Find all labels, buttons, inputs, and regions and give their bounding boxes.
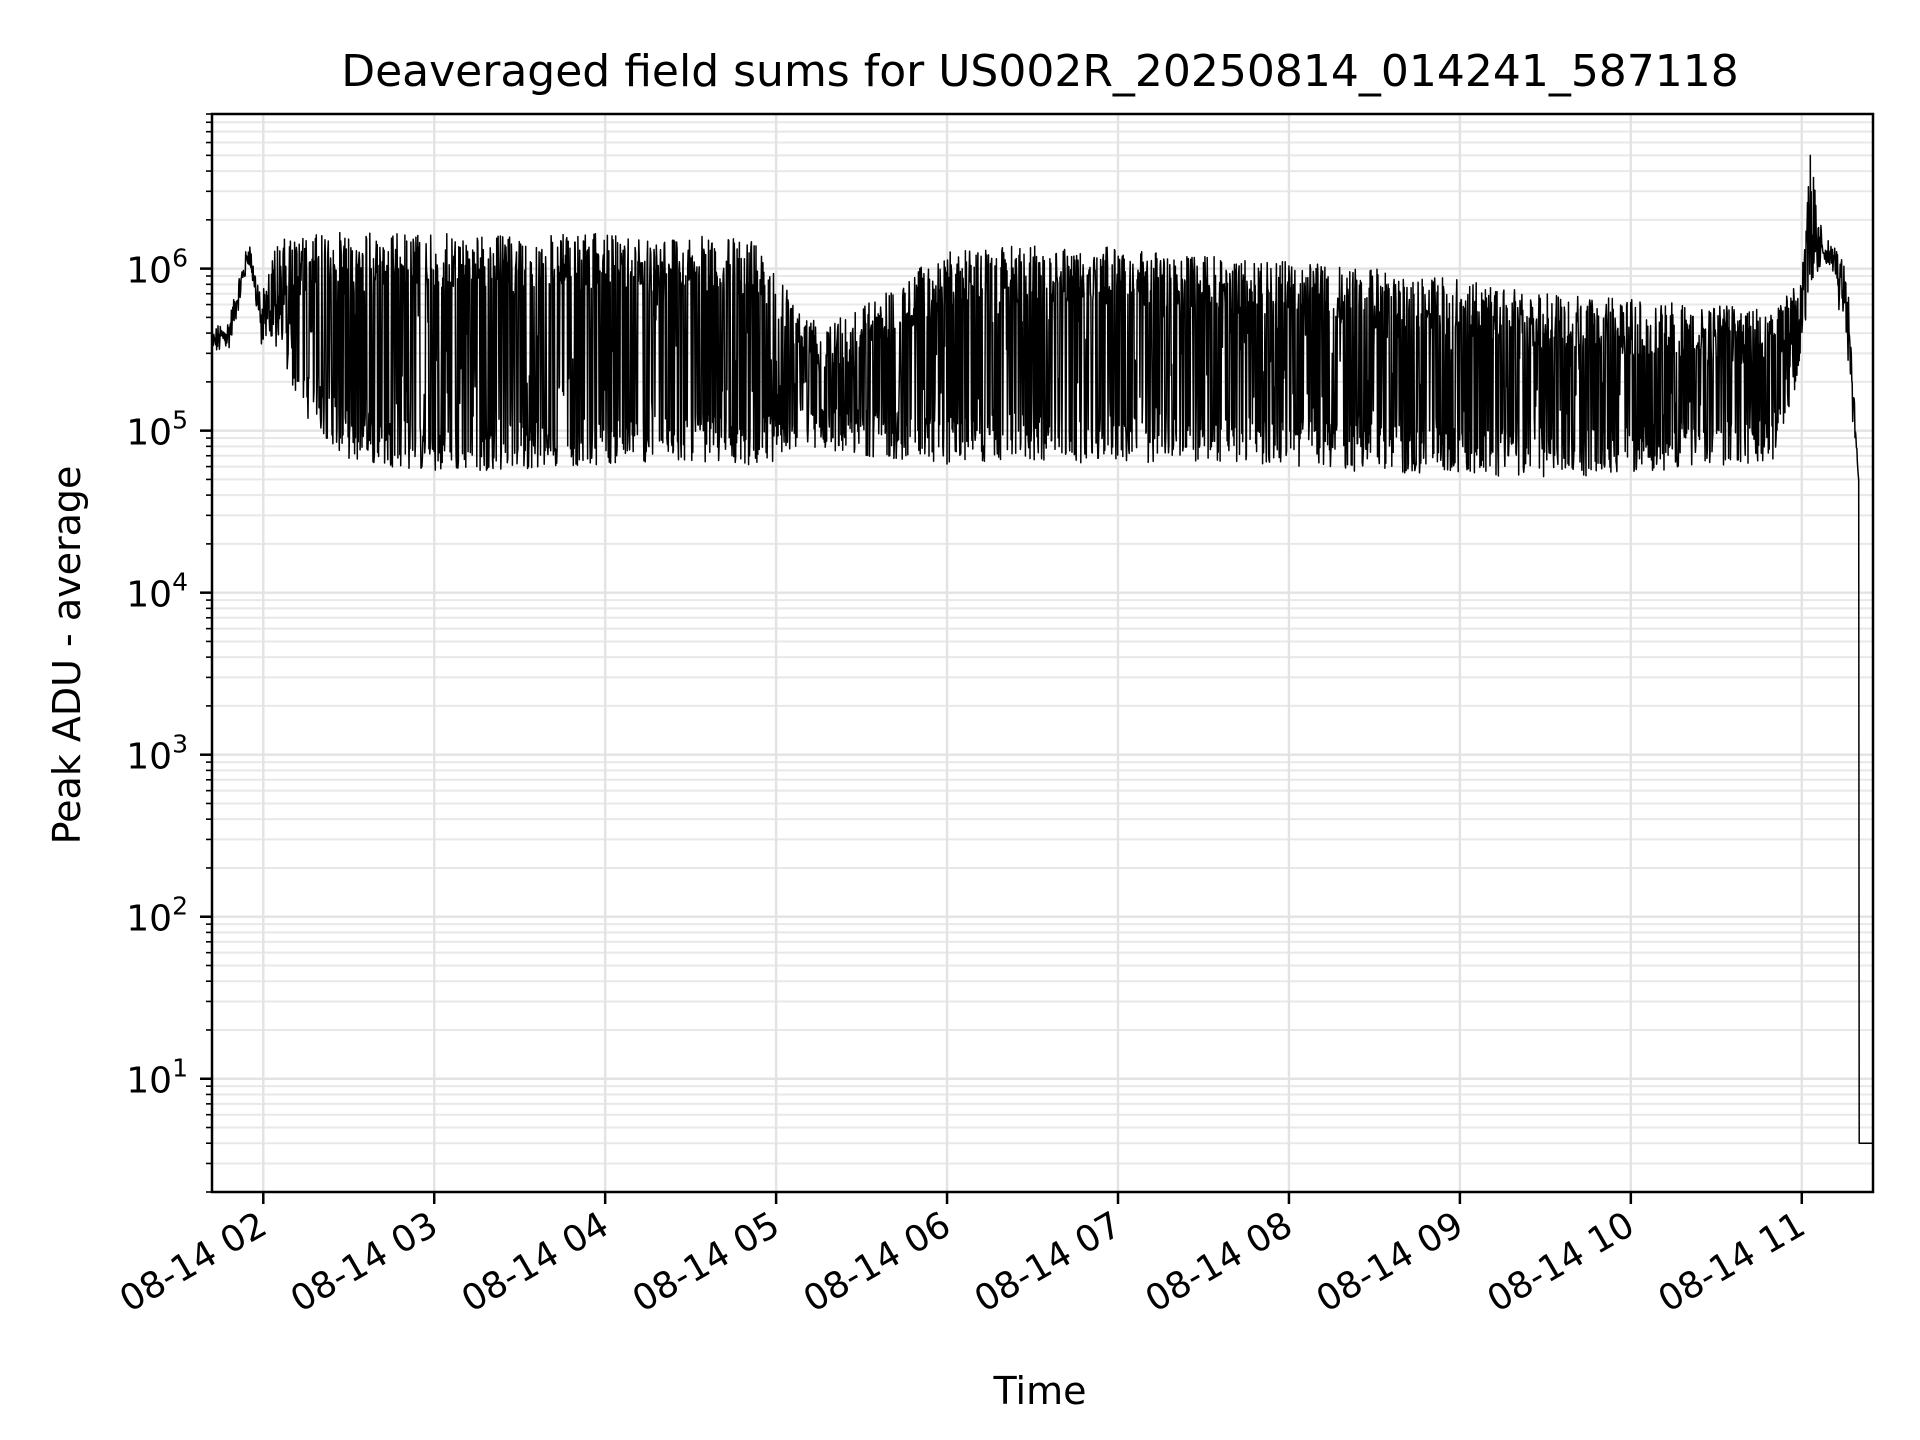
y-tick-base: 10 (126, 1061, 172, 1102)
y-tick-label: 102 (126, 892, 188, 940)
y-tick-base: 10 (126, 899, 172, 940)
y-tick-label: 103 (126, 730, 188, 778)
y-axis-label: Peak ADU - average (45, 466, 89, 845)
y-tick-base: 10 (126, 413, 172, 454)
plot-frame (210, 112, 1875, 1194)
chart-title: Deaveraged field sums for US002R_2025081… (341, 46, 1739, 97)
y-tick-exponent: 3 (172, 730, 188, 759)
y-tick-base: 10 (126, 737, 172, 778)
y-tick-exponent: 2 (172, 892, 188, 921)
y-tick-exponent: 1 (172, 1054, 188, 1083)
y-tick-label: 105 (126, 406, 188, 454)
y-tick-exponent: 6 (172, 244, 188, 273)
grid (212, 113, 1873, 1193)
y-tick-exponent: 5 (172, 406, 188, 435)
y-tick-base: 10 (126, 251, 172, 292)
y-tick-label: 104 (126, 568, 188, 616)
x-axis-label: Time (993, 1369, 1087, 1413)
series-line (211, 154, 1874, 1144)
y-tick-base: 10 (126, 575, 172, 616)
y-tick-label: 106 (126, 244, 188, 292)
y-tick-exponent: 4 (172, 568, 188, 597)
y-tick-label: 101 (126, 1054, 188, 1102)
